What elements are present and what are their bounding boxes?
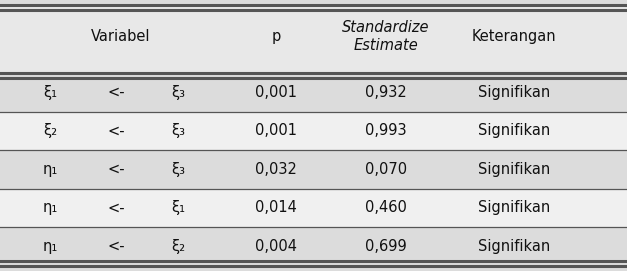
Text: p: p — [271, 29, 280, 44]
Text: 0,699: 0,699 — [365, 239, 406, 254]
Text: <-: <- — [107, 162, 125, 177]
Text: Signifikan: Signifikan — [478, 162, 551, 177]
Text: Variabel: Variabel — [91, 29, 150, 44]
Text: 0,070: 0,070 — [364, 162, 407, 177]
Text: η₁: η₁ — [43, 162, 58, 177]
Text: 0,014: 0,014 — [255, 200, 297, 215]
Text: Signifikan: Signifikan — [478, 123, 551, 138]
Text: η₁: η₁ — [43, 200, 58, 215]
Text: <-: <- — [107, 200, 125, 215]
Text: Signifikan: Signifikan — [478, 239, 551, 254]
Bar — [0, 189, 627, 227]
Text: Keterangan: Keterangan — [472, 29, 556, 44]
Text: 0,032: 0,032 — [255, 162, 297, 177]
Text: ξ₃: ξ₃ — [172, 85, 186, 100]
Bar — [0, 227, 627, 266]
Bar — [0, 5, 627, 73]
Text: Standardize
Estimate: Standardize Estimate — [342, 20, 429, 53]
Text: ξ₁: ξ₁ — [172, 200, 186, 215]
Text: η₁: η₁ — [43, 239, 58, 254]
Text: Signifikan: Signifikan — [478, 200, 551, 215]
Text: 0,460: 0,460 — [365, 200, 406, 215]
Text: <-: <- — [107, 239, 125, 254]
Text: <-: <- — [107, 123, 125, 138]
Text: ξ₂: ξ₂ — [172, 239, 186, 254]
Text: 0,004: 0,004 — [255, 239, 297, 254]
Bar — [0, 73, 627, 112]
Text: 0,993: 0,993 — [365, 123, 406, 138]
Text: <-: <- — [107, 85, 125, 100]
Text: 0,001: 0,001 — [255, 123, 297, 138]
Text: 0,001: 0,001 — [255, 85, 297, 100]
Text: 0,932: 0,932 — [365, 85, 406, 100]
Text: ξ₂: ξ₂ — [43, 123, 57, 138]
Bar — [0, 112, 627, 150]
Bar — [0, 150, 627, 189]
Text: ξ₃: ξ₃ — [172, 162, 186, 177]
Text: ξ₃: ξ₃ — [172, 123, 186, 138]
Text: Signifikan: Signifikan — [478, 85, 551, 100]
Text: ξ₁: ξ₁ — [43, 85, 57, 100]
